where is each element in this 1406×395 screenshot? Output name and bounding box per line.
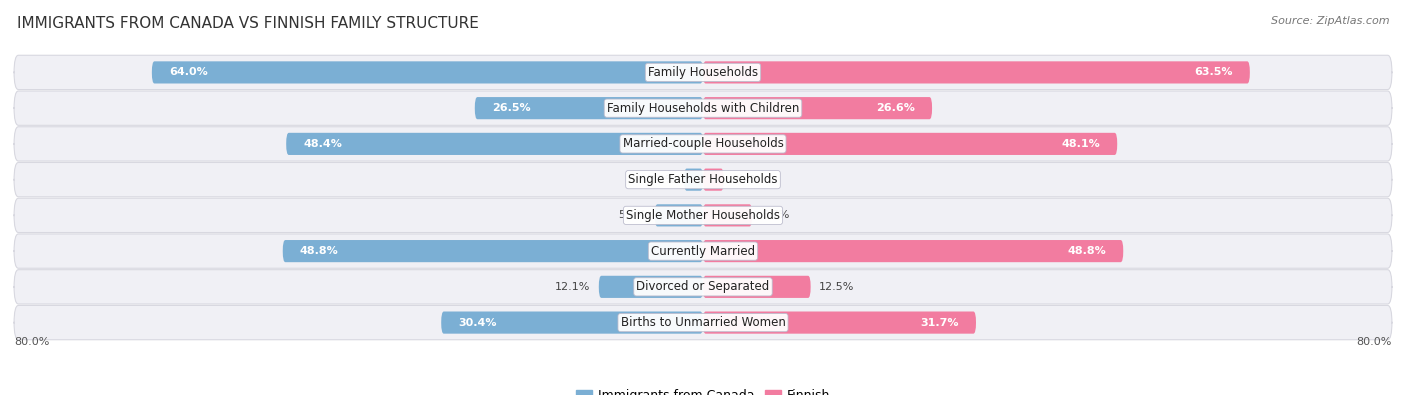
FancyBboxPatch shape [14, 162, 1392, 197]
FancyBboxPatch shape [703, 276, 811, 298]
Text: Single Father Households: Single Father Households [628, 173, 778, 186]
FancyBboxPatch shape [287, 133, 703, 155]
FancyBboxPatch shape [14, 305, 1392, 340]
Text: 12.1%: 12.1% [555, 282, 591, 292]
FancyBboxPatch shape [14, 234, 1392, 268]
FancyBboxPatch shape [703, 61, 1250, 83]
FancyBboxPatch shape [14, 55, 1392, 90]
Text: IMMIGRANTS FROM CANADA VS FINNISH FAMILY STRUCTURE: IMMIGRANTS FROM CANADA VS FINNISH FAMILY… [17, 16, 479, 31]
FancyBboxPatch shape [475, 97, 703, 119]
Text: Currently Married: Currently Married [651, 245, 755, 258]
Text: 80.0%: 80.0% [14, 337, 49, 346]
Text: 80.0%: 80.0% [1357, 337, 1392, 346]
FancyBboxPatch shape [441, 312, 703, 334]
Text: 5.6%: 5.6% [617, 211, 647, 220]
FancyBboxPatch shape [703, 312, 976, 334]
Text: Births to Unmarried Women: Births to Unmarried Women [620, 316, 786, 329]
Legend: Immigrants from Canada, Finnish: Immigrants from Canada, Finnish [571, 384, 835, 395]
Text: Family Households with Children: Family Households with Children [607, 102, 799, 115]
Text: 31.7%: 31.7% [921, 318, 959, 327]
Text: 2.2%: 2.2% [647, 175, 675, 184]
FancyBboxPatch shape [152, 61, 703, 83]
Text: 48.1%: 48.1% [1062, 139, 1099, 149]
FancyBboxPatch shape [14, 127, 1392, 161]
FancyBboxPatch shape [655, 204, 703, 226]
Text: 48.4%: 48.4% [304, 139, 342, 149]
FancyBboxPatch shape [703, 97, 932, 119]
Text: Divorced or Separated: Divorced or Separated [637, 280, 769, 293]
Text: 48.8%: 48.8% [299, 246, 339, 256]
FancyBboxPatch shape [703, 169, 724, 191]
FancyBboxPatch shape [14, 270, 1392, 304]
FancyBboxPatch shape [703, 133, 1118, 155]
FancyBboxPatch shape [703, 204, 752, 226]
Text: 48.8%: 48.8% [1067, 246, 1107, 256]
Text: Source: ZipAtlas.com: Source: ZipAtlas.com [1271, 16, 1389, 26]
Text: 30.4%: 30.4% [458, 318, 496, 327]
Text: 26.5%: 26.5% [492, 103, 530, 113]
FancyBboxPatch shape [283, 240, 703, 262]
Text: 63.5%: 63.5% [1194, 68, 1233, 77]
FancyBboxPatch shape [14, 198, 1392, 233]
FancyBboxPatch shape [703, 240, 1123, 262]
Text: 64.0%: 64.0% [169, 68, 208, 77]
Text: 26.6%: 26.6% [876, 103, 915, 113]
Text: Single Mother Households: Single Mother Households [626, 209, 780, 222]
Text: 12.5%: 12.5% [820, 282, 855, 292]
FancyBboxPatch shape [599, 276, 703, 298]
FancyBboxPatch shape [14, 91, 1392, 125]
Text: 5.7%: 5.7% [761, 211, 789, 220]
Text: 2.4%: 2.4% [733, 175, 761, 184]
Text: Married-couple Households: Married-couple Households [623, 137, 783, 150]
Text: Family Households: Family Households [648, 66, 758, 79]
FancyBboxPatch shape [685, 169, 703, 191]
